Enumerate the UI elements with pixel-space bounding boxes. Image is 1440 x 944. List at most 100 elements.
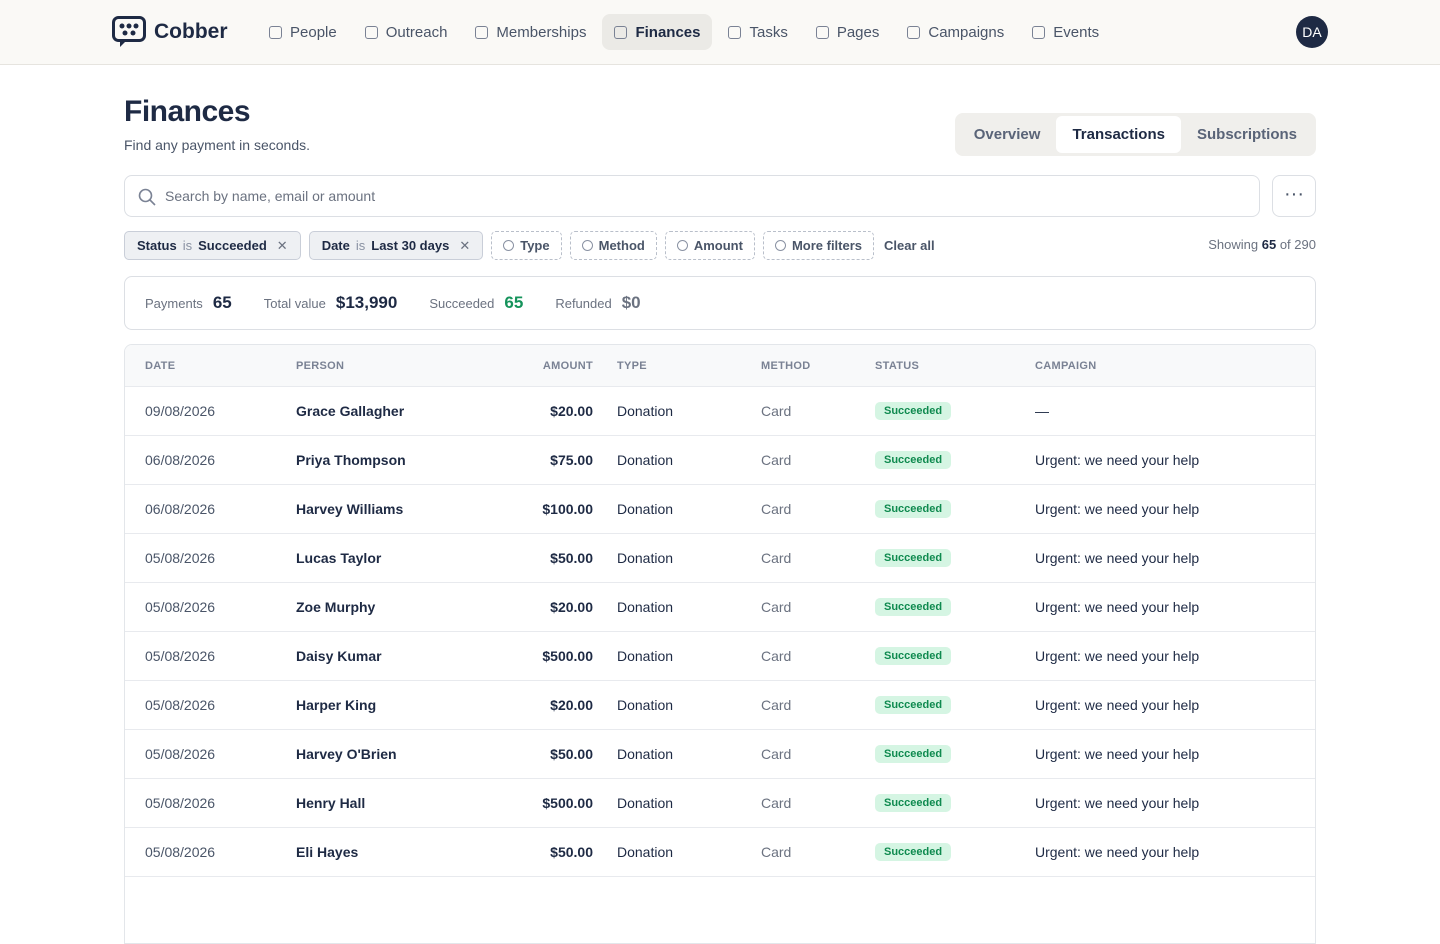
remove-filter[interactable]: ✕ bbox=[459, 237, 471, 253]
transactions-table: DATE PERSON AMOUNT TYPE METHOD STATUS CAMPAIGN… bbox=[124, 344, 1316, 944]
cell: $75.00 bbox=[550, 452, 593, 468]
brand-name: Cobber bbox=[154, 20, 228, 43]
more-button[interactable]: ··· bbox=[1272, 175, 1316, 217]
cell: $20.00 bbox=[550, 403, 593, 419]
showing-of: of bbox=[1279, 237, 1291, 252]
tab[interactable]: Transactions bbox=[1056, 116, 1181, 153]
cell: Grace Gallagher bbox=[296, 403, 405, 419]
cell: Donation bbox=[617, 452, 674, 468]
plus-icon bbox=[774, 240, 786, 251]
cell: Urgent: we need your help bbox=[1035, 648, 1200, 664]
status-badge: Succeeded bbox=[875, 402, 952, 420]
table-row[interactable]: 05/08/2026 Harvey O'Brien $50.00 Donation Ca… bbox=[125, 730, 1315, 779]
cell: Card bbox=[761, 648, 792, 664]
plus-icon bbox=[676, 240, 688, 251]
tab[interactable]: Subscriptions bbox=[1196, 126, 1297, 143]
column-header[interactable]: AMOUNT bbox=[542, 359, 593, 372]
table-header: DATE PERSON AMOUNT TYPE METHOD STATUS CAMPAIGN bbox=[125, 345, 1315, 387]
add-filter[interactable]: Method bbox=[569, 231, 657, 260]
cell: Card bbox=[761, 550, 792, 566]
add-filter-label: Method bbox=[598, 238, 645, 253]
cell: Urgent: we need your help bbox=[1035, 550, 1200, 566]
filter-op: is bbox=[355, 238, 366, 253]
column-header[interactable]: PERSON bbox=[296, 359, 345, 372]
avatar[interactable]: DA bbox=[1296, 16, 1328, 48]
cell: 05/08/2026 bbox=[145, 697, 216, 713]
cell: Donation bbox=[617, 746, 674, 762]
nav-item[interactable]: Memberships bbox=[463, 14, 598, 50]
page: {"nav":{"brand":"Cobber","items":["Peopl… bbox=[0, 14, 1440, 944]
nav-item[interactable]: Outreach bbox=[353, 14, 460, 50]
cell: $50.00 bbox=[550, 844, 593, 860]
nav-icon bbox=[269, 25, 282, 39]
plus-icon bbox=[503, 240, 515, 251]
page-title: Finances bbox=[124, 95, 251, 128]
nav-icon bbox=[728, 25, 742, 39]
nav-item[interactable]: People bbox=[257, 14, 349, 50]
cell: Urgent: we need your help bbox=[1035, 452, 1200, 468]
cell: $50.00 bbox=[550, 746, 593, 762]
add-filter-label: More filters bbox=[791, 238, 863, 253]
cell: Donation bbox=[617, 697, 674, 713]
nav-icon bbox=[614, 25, 628, 39]
cell: Eli Hayes bbox=[296, 844, 359, 860]
column-header[interactable]: STATUS bbox=[875, 359, 920, 372]
brand[interactable]: Cobber bbox=[112, 16, 228, 48]
column-header[interactable]: DATE bbox=[145, 359, 176, 372]
table-row[interactable]: 05/08/2026 Henry Hall $500.00 Donation Card S… bbox=[125, 779, 1315, 828]
cell: Card bbox=[761, 795, 792, 811]
cell: 06/08/2026 bbox=[145, 452, 216, 468]
add-filter-label: Amount bbox=[693, 238, 743, 253]
nav-item[interactable]: Finances bbox=[602, 14, 713, 50]
summary: Payments 65 Total value $13,990 Succeeded 65 R… bbox=[124, 276, 1316, 330]
cell: Harper King bbox=[296, 697, 377, 713]
search-icon bbox=[138, 188, 156, 206]
filter-chip[interactable]: Date is Last 30 days ✕ bbox=[308, 231, 484, 260]
showing-prefix: Showing bbox=[1208, 237, 1259, 252]
status-badge: Succeeded bbox=[875, 745, 952, 763]
showing-total: 290 bbox=[1294, 237, 1316, 252]
clear-all[interactable]: Clear all bbox=[884, 238, 935, 253]
remove-filter[interactable]: ✕ bbox=[276, 237, 288, 253]
nav-items: People Outreach Memberships Finances Tasks Pa… bbox=[257, 14, 1111, 50]
add-filter[interactable]: More filters bbox=[762, 231, 875, 260]
nav-item[interactable]: Events bbox=[1020, 14, 1111, 50]
search-box[interactable]: Search by name, email or amount bbox=[124, 175, 1260, 217]
nav-item[interactable]: Pages bbox=[804, 14, 892, 50]
status-badge: Succeeded bbox=[875, 500, 952, 518]
add-filter[interactable]: Amount bbox=[664, 231, 755, 260]
filter-field: Date bbox=[321, 238, 350, 253]
stat-label: Refunded bbox=[555, 296, 612, 311]
status-badge: Succeeded bbox=[875, 794, 952, 812]
column-header[interactable]: CAMPAIGN bbox=[1035, 359, 1097, 372]
table-row[interactable]: 05/08/2026 Eli Hayes $50.00 Donation Card Suc… bbox=[125, 828, 1315, 877]
column-header[interactable]: METHOD bbox=[761, 359, 811, 372]
cell: Donation bbox=[617, 844, 674, 860]
column-header[interactable]: TYPE bbox=[617, 359, 647, 372]
cell: Card bbox=[761, 844, 792, 860]
table-row[interactable]: 05/08/2026 Lucas Taylor $50.00 Donation Card… bbox=[125, 534, 1315, 583]
add-filter[interactable]: Type bbox=[491, 231, 562, 260]
table-row[interactable]: 05/08/2026 Harper King $20.00 Donation Card S… bbox=[125, 681, 1315, 730]
table-row[interactable]: 05/08/2026 Zoe Murphy $20.00 Donation Card Su… bbox=[125, 583, 1315, 632]
stat-label: Succeeded bbox=[429, 296, 495, 311]
nav-icon bbox=[364, 25, 378, 39]
table-row[interactable]: 05/08/2026 Daisy Kumar $500.00 Donation Card… bbox=[125, 632, 1315, 681]
cell: $20.00 bbox=[550, 697, 593, 713]
cell: Harvey O'Brien bbox=[296, 746, 397, 762]
table-row[interactable]: 06/08/2026 Harvey Williams $100.00 Donation… bbox=[125, 485, 1315, 534]
cell: Lucas Taylor bbox=[296, 550, 382, 566]
nav-icon bbox=[815, 25, 829, 39]
stat-value: 65 bbox=[212, 293, 232, 312]
cell: $500.00 bbox=[542, 795, 593, 811]
table-row[interactable]: 06/08/2026 Priya Thompson $75.00 Donation Ca… bbox=[125, 436, 1315, 485]
cell: Priya Thompson bbox=[296, 452, 406, 468]
nav-item[interactable]: Tasks bbox=[716, 14, 799, 50]
nav-icon bbox=[907, 25, 921, 39]
tab[interactable]: Overview bbox=[973, 126, 1041, 143]
nav-item[interactable]: Campaigns bbox=[895, 14, 1016, 50]
filter-chip[interactable]: Status is Succeeded ✕ bbox=[124, 231, 301, 260]
cell: Urgent: we need your help bbox=[1035, 501, 1200, 517]
cell: Card bbox=[761, 452, 792, 468]
table-row[interactable]: 09/08/2026 Grace Gallagher $20.00 Donation C… bbox=[125, 387, 1315, 436]
